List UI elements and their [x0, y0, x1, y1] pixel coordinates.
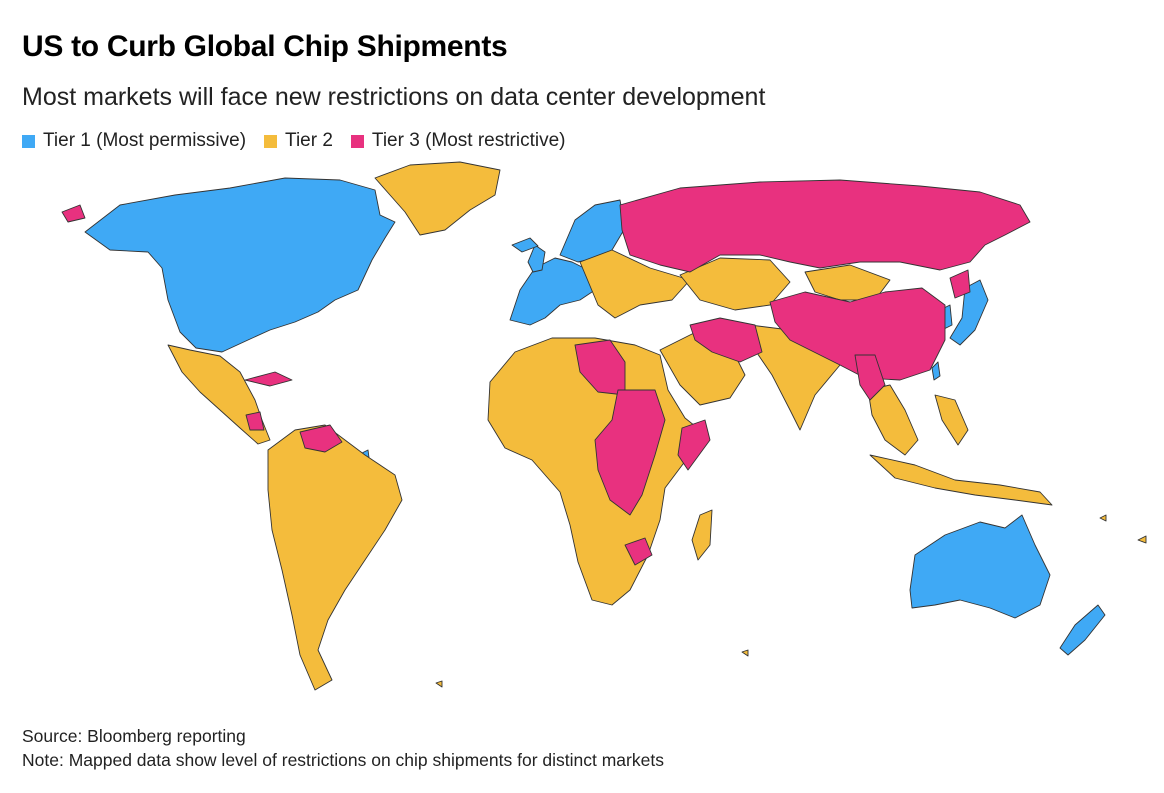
- region-somalia: [677, 419, 711, 471]
- footer: Source: Bloomberg reporting Note: Mapped…: [22, 724, 664, 772]
- region-japan: [949, 279, 989, 346]
- region-island-indian-ocean: [741, 649, 749, 657]
- region-cuba: [244, 371, 293, 387]
- region-indonesia: [869, 454, 1053, 506]
- legend-item-tier1: Tier 1 (Most permissive): [22, 130, 246, 152]
- region-myanmar-cambodia: [854, 354, 886, 401]
- region-east-europe: [579, 249, 691, 319]
- region-south-america: [267, 424, 403, 691]
- region-north-korea: [949, 269, 971, 299]
- region-philippines: [934, 394, 969, 446]
- region-island-pacific-a: [1137, 535, 1147, 544]
- region-china: [769, 287, 946, 381]
- region-iceland: [511, 237, 539, 253]
- region-russia: [619, 179, 1031, 273]
- region-sudan-drc: [594, 389, 666, 516]
- tier3-regions: [61, 179, 1031, 566]
- region-macau-hk: [61, 204, 86, 223]
- source-note: Source: Bloomberg reporting: [22, 726, 246, 746]
- legend-swatch-tier2: [264, 134, 278, 148]
- region-central-america: [167, 344, 271, 445]
- region-venezuela: [299, 424, 343, 453]
- region-taiwan: [931, 361, 941, 381]
- region-central-asia: [679, 257, 791, 311]
- region-greenland: [374, 161, 501, 236]
- legend-item-tier3: Tier 3 (Most restrictive): [350, 130, 566, 152]
- legend-item-tier2: Tier 2: [264, 130, 333, 152]
- region-north-america: [84, 177, 396, 353]
- legend-swatch-tier1: [22, 134, 35, 148]
- legend: Tier 1 (Most permissive) Tier 2 Tier 3 (…: [22, 130, 583, 152]
- region-southeast-asia: [867, 384, 919, 456]
- tier1-regions: [84, 177, 1106, 656]
- world-map: [61, 161, 1147, 691]
- legend-label-tier2: Tier 2: [285, 130, 333, 151]
- region-new-zealand: [1059, 604, 1106, 656]
- region-iran-afghanistan: [689, 317, 763, 363]
- chart-title: US to Curb Global Chip Shipments: [22, 30, 508, 63]
- legend-swatch-tier3: [350, 134, 364, 148]
- region-madagascar: [691, 509, 713, 561]
- region-zimbabwe: [624, 537, 653, 566]
- methodology-note: Note: Mapped data show level of restrict…: [22, 750, 664, 770]
- legend-label-tier1: Tier 1 (Most permissive): [43, 130, 247, 151]
- chart-subtitle: Most markets will face new restrictions …: [22, 83, 766, 111]
- region-island-atlantic: [435, 680, 443, 688]
- legend-label-tier3: Tier 3 (Most restrictive): [371, 130, 566, 151]
- region-australia: [909, 514, 1051, 619]
- island-dots: [435, 514, 1147, 688]
- region-island-pacific-b: [1099, 514, 1107, 522]
- region-nicaragua: [245, 411, 265, 431]
